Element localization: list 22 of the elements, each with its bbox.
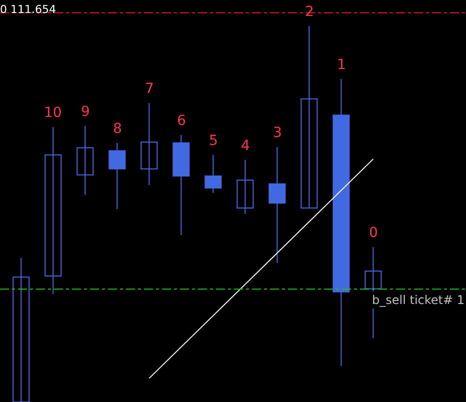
- candlestick: [300, 25, 318, 208]
- x-tick-label: 9: [81, 104, 90, 120]
- candlestick: [44, 126, 62, 295]
- x-tick-label: 5: [209, 133, 218, 149]
- candlestick: [332, 78, 350, 366]
- x-tick-label: 4: [241, 138, 250, 154]
- ref-line-label: b_sell ticket# 1: [372, 293, 464, 307]
- candlestick: [204, 154, 222, 194]
- x-tick-label: 8: [113, 121, 122, 137]
- candlestick: [140, 102, 158, 186]
- text: 0 111.654: [0, 3, 56, 16]
- x-tick-label: 6: [177, 113, 186, 129]
- candlestick: [172, 134, 190, 236]
- x-tick-label: 0: [369, 225, 378, 241]
- x-tick-label: 3: [273, 125, 282, 141]
- candlestick: [268, 146, 286, 264]
- x-tick-label: 10: [44, 105, 62, 121]
- candlestick: [236, 159, 254, 214]
- x-tick-label: 1: [337, 57, 346, 73]
- candlestick: [108, 142, 126, 210]
- candlestick: [76, 125, 94, 196]
- x-tick-label: 7: [145, 81, 154, 97]
